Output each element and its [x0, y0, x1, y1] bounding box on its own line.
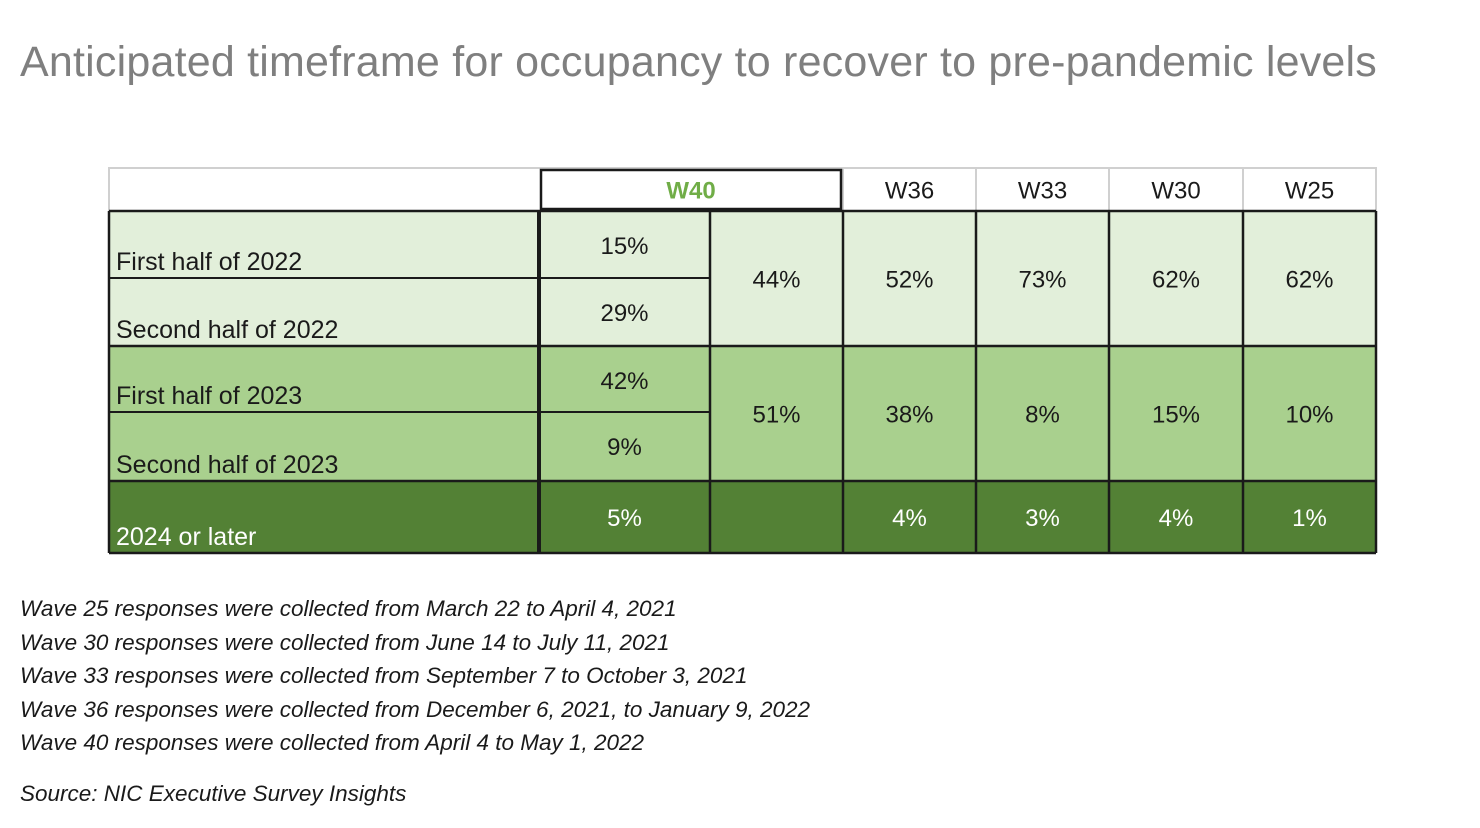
group-value-w25: 1%: [1292, 505, 1327, 532]
cell-w40-row-value: 15%: [600, 233, 648, 260]
column-header-w36: W36: [885, 178, 934, 205]
group-value-w36: 52%: [885, 267, 933, 294]
note-wave-30: Wave 30 responses were collected from Ju…: [20, 629, 670, 655]
chart-title: Anticipated timeframe for occupancy to r…: [20, 38, 1377, 86]
note-wave-40: Wave 40 responses were collected from Ap…: [20, 730, 645, 755]
group-value-w40: 51%: [752, 402, 800, 429]
column-header-w33: W33: [1018, 178, 1067, 205]
row-label: Second half of 2022: [116, 316, 338, 344]
group-value-w33: 8%: [1025, 402, 1060, 429]
band-fill-2: [109, 481, 1376, 553]
cell-w40-row-value: 42%: [600, 368, 648, 395]
cell-w40-row-value: 5%: [607, 505, 642, 532]
group-value-w33: 73%: [1018, 267, 1066, 294]
column-header-w30: W30: [1151, 178, 1200, 205]
cell-w40-row-value: 9%: [607, 434, 642, 461]
group-value-w30: 62%: [1152, 267, 1200, 294]
group-value-w30: 15%: [1152, 402, 1200, 429]
group-value-w25: 62%: [1285, 267, 1333, 294]
note-wave-25: Wave 25 responses were collected from Ma…: [20, 596, 677, 621]
note-wave-36: Wave 36 responses were collected from De…: [20, 696, 811, 722]
header-w40-box: [539, 168, 843, 211]
group-value-w30: 4%: [1159, 505, 1194, 532]
column-header-w25: W25: [1285, 178, 1334, 205]
group-value-w36: 38%: [885, 402, 933, 429]
row-label: First half of 2023: [116, 382, 302, 410]
group-value-w33: 3%: [1025, 505, 1060, 532]
group-value-w36: 4%: [892, 505, 927, 532]
row-label: Second half of 2023: [116, 451, 338, 479]
group-value-w40: 44%: [752, 267, 800, 294]
band-fill-1: [109, 346, 1376, 481]
wave-notes: Wave 25 responses were collected from Ma…: [20, 592, 810, 760]
group-value-w25: 10%: [1285, 402, 1333, 429]
note-wave-33: Wave 33 responses were collected from Se…: [20, 663, 748, 688]
cell-w40-row-value: 29%: [600, 300, 648, 327]
row-label: 2024 or later: [116, 523, 256, 551]
source-note: Source: NIC Executive Survey Insights: [20, 781, 407, 806]
row-label: First half of 2022: [116, 248, 302, 276]
column-header-w40: W40: [666, 178, 715, 205]
